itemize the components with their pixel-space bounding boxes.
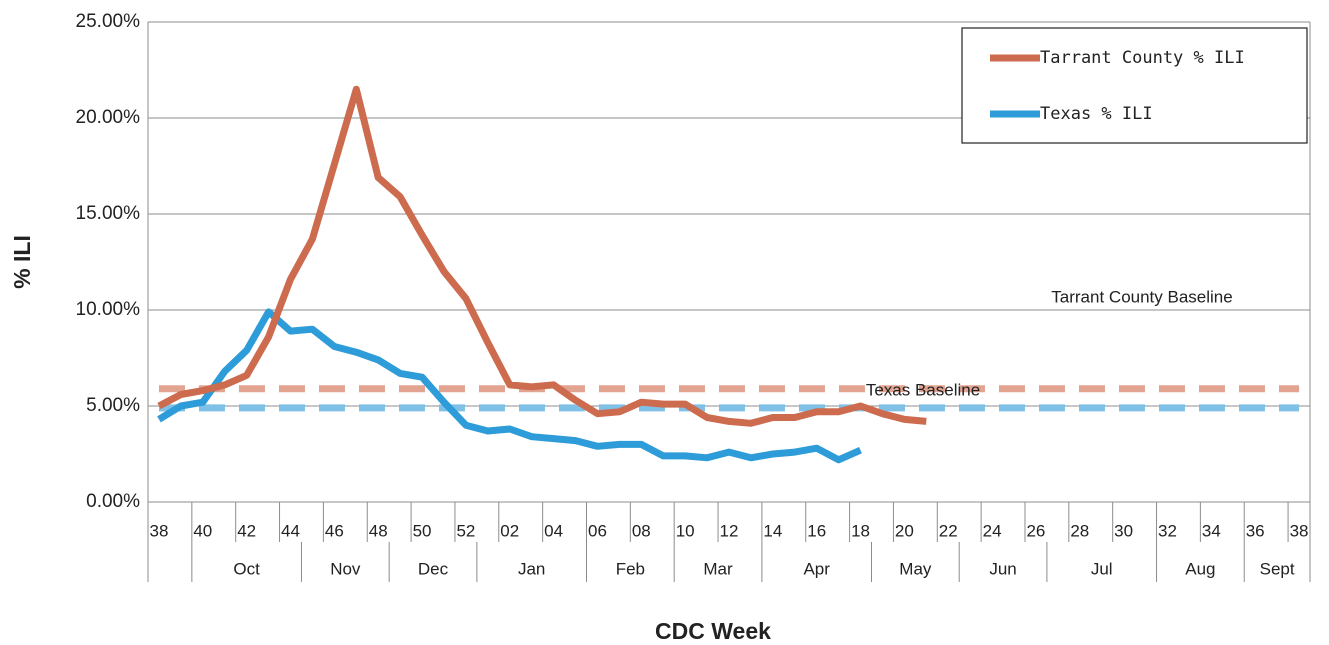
x-tick-label: 44 xyxy=(281,521,300,540)
x-axis-title: CDC Week xyxy=(655,618,771,644)
series-line xyxy=(157,85,927,427)
x-group-label: Oct xyxy=(233,559,260,578)
x-tick-label: 08 xyxy=(632,521,651,540)
legend-label: Tarrant County % ILI xyxy=(1040,48,1245,68)
legend-label: Texas % ILI xyxy=(1040,104,1153,124)
x-tick-label: 38 xyxy=(1290,521,1309,540)
x-group-label: Mar xyxy=(703,559,733,578)
x-tick-label: 20 xyxy=(895,521,914,540)
y-tick-label: 25.00% xyxy=(76,11,141,32)
x-group-label: Jul xyxy=(1091,559,1113,578)
annotation: Tarrant County Baseline xyxy=(1051,287,1232,306)
x-tick-label: 42 xyxy=(237,521,256,540)
x-tick-label: 36 xyxy=(1246,521,1265,540)
x-tick-label: 12 xyxy=(720,521,739,540)
x-tick-label: 22 xyxy=(939,521,958,540)
x-tick-label: 50 xyxy=(413,521,432,540)
x-tick-label: 24 xyxy=(983,521,1002,540)
y-axis-title: % ILI xyxy=(9,235,35,289)
x-tick-label: 52 xyxy=(456,521,475,540)
x-group-label: Sept xyxy=(1260,559,1295,578)
x-tick-label: 40 xyxy=(193,521,212,540)
y-tick-label: 5.00% xyxy=(86,395,140,416)
x-tick-label: 18 xyxy=(851,521,870,540)
y-tick-label: 0.00% xyxy=(86,491,140,512)
x-group-label: Feb xyxy=(616,559,645,578)
x-group-label: Jun xyxy=(989,559,1016,578)
x-tick-label: 32 xyxy=(1158,521,1177,540)
x-tick-label: 48 xyxy=(369,521,388,540)
y-tick-label: 20.00% xyxy=(76,107,141,128)
x-tick-label: 26 xyxy=(1026,521,1045,540)
x-tick-label: 14 xyxy=(763,521,782,540)
x-group-label: Jan xyxy=(518,559,545,578)
x-tick-label: 10 xyxy=(676,521,695,540)
x-tick-label: 06 xyxy=(588,521,607,540)
x-tick-label: 38 xyxy=(150,521,169,540)
x-tick-label: 02 xyxy=(500,521,519,540)
x-tick-label: 46 xyxy=(325,521,344,540)
x-group-label: May xyxy=(899,559,932,578)
y-tick-label: 15.00% xyxy=(76,203,141,224)
x-group-label: Dec xyxy=(418,559,449,578)
x-group-label: Nov xyxy=(330,559,361,578)
x-tick-label: 04 xyxy=(544,521,563,540)
x-tick-label: 30 xyxy=(1114,521,1133,540)
x-tick-label: 16 xyxy=(807,521,826,540)
x-tick-label: 34 xyxy=(1202,521,1221,540)
legend-box xyxy=(961,27,1308,144)
x-group-label: Aug xyxy=(1185,559,1215,578)
x-tick-label: 28 xyxy=(1070,521,1089,540)
annotation: Texas Baseline xyxy=(866,380,980,399)
x-group-label: Apr xyxy=(803,559,830,578)
y-tick-label: 10.00% xyxy=(76,299,141,320)
